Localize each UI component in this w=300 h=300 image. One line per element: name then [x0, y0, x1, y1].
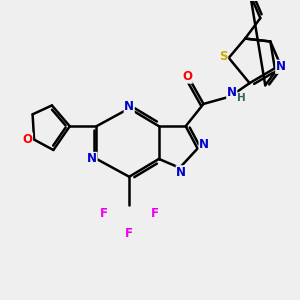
Text: F: F: [151, 207, 158, 220]
Text: O: O: [22, 133, 32, 146]
Text: N: N: [176, 166, 186, 179]
Text: F: F: [125, 227, 133, 240]
Text: N: N: [276, 60, 286, 73]
Text: N: N: [199, 138, 209, 152]
Text: H: H: [237, 93, 246, 103]
Text: N: N: [124, 100, 134, 113]
Text: S: S: [219, 50, 228, 63]
Text: O: O: [182, 70, 192, 83]
Text: F: F: [100, 207, 108, 220]
Text: N: N: [227, 85, 237, 98]
Text: N: N: [87, 152, 97, 165]
